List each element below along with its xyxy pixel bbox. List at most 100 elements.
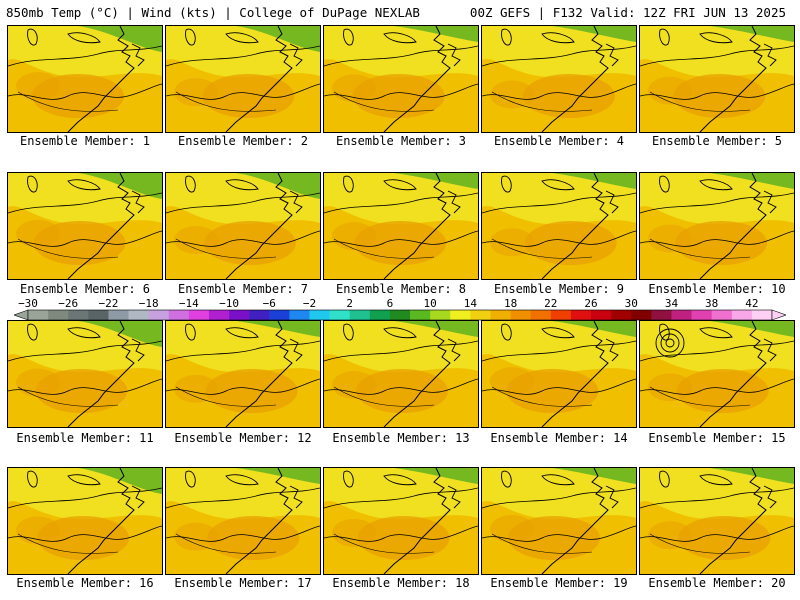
colorbar-swatch [671,310,692,320]
temperature-map [8,173,162,279]
panel-label: Ensemble Member: 8 [335,282,467,296]
colorbar-swatch [229,310,250,320]
panel-label: Ensemble Member: 16 [16,576,154,590]
temperature-map [166,321,320,427]
colorbar-swatch [691,310,712,320]
panel-label: Ensemble Member: 6 [19,282,151,296]
panel-label: Ensemble Member: 2 [177,134,309,148]
ensemble-map-panel [323,320,479,428]
panel-label: Ensemble Member: 1 [19,134,151,148]
colorbar-swatch [591,310,612,320]
colorbar-tick-label: 38 [705,297,719,310]
colorbar-tick-label: −10 [219,297,240,310]
colorbar-swatch [208,310,230,320]
colorbar-swatch [108,310,129,320]
panel-label: Ensemble Member: 7 [177,282,309,296]
colorbar-swatch [731,310,753,320]
ensemble-map-panel [481,467,637,575]
colorbar-tick-label: 42 [745,297,759,310]
ensemble-map-panel [165,25,321,133]
colorbar-swatch [88,310,109,320]
colorbar-swatch [510,310,532,320]
colorbar-tick-label: −2 [302,297,317,310]
ensemble-map-panel [323,467,479,575]
ensemble-map-panel [7,172,163,280]
colorbar-swatch [128,310,149,320]
temperature-map [166,468,320,574]
colorbar-tick-label: −22 [98,297,119,310]
colorbar-swatch [550,310,572,320]
ensemble-map-panel [165,320,321,428]
colorbar-tick-label: −6 [262,297,276,310]
colorbar-swatch [329,310,351,320]
ensemble-map-panel [323,172,479,280]
colorbar-graphic [14,309,786,321]
colorbar-tick-label: −26 [58,297,79,310]
panel-label: Ensemble Member: 17 [174,576,312,590]
ensemble-map-panel [323,25,479,133]
temperature-map [324,173,478,279]
colorbar-swatch [249,310,270,320]
colorbar-swatch [611,310,632,320]
ensemble-map-panel [165,467,321,575]
temperature-map [8,321,162,427]
ensemble-map-panel [639,172,795,280]
temperature-map [482,173,636,279]
temperature-map [482,321,636,427]
ensemble-map-panel [481,172,637,280]
ensemble-map-panel [165,172,321,280]
colorbar-swatch [450,310,471,320]
colorbar-max-arrow [771,309,786,321]
panel-label: Ensemble Member: 20 [648,576,786,590]
panel-label: Ensemble Member: 19 [490,576,628,590]
temperature-map [640,173,794,279]
colorbar-tick-label: 10 [423,297,437,310]
temperature-map [8,26,162,132]
colorbar-swatch [309,310,330,320]
temperature-map [324,321,478,427]
colorbar-swatch [530,310,552,320]
colorbar-swatch [631,310,652,320]
ensemble-map-panel [7,25,163,133]
colorbar-tick-label: 26 [584,297,598,310]
ensemble-map-panel [7,467,163,575]
colorbar-swatch [430,310,451,320]
colorbar-tick-label: −18 [138,297,159,310]
colorbar-swatch [269,310,290,320]
colorbar-swatch [410,310,431,320]
panel-label: Ensemble Member: 15 [648,431,786,445]
colorbar-tick-label: 14 [463,297,477,310]
panel-label: Ensemble Member: 4 [493,134,625,148]
colorbar-tick-label: −30 [18,297,38,310]
ensemble-map-panel [639,25,795,133]
colorbar-swatch [389,310,411,320]
colorbar-swatch [168,310,190,320]
temperature-map [8,468,162,574]
colorbar-swatch [148,310,170,320]
panel-label: Ensemble Member: 5 [651,134,783,148]
colorbar-tick-label: 22 [544,297,558,310]
temperature-map [166,26,320,132]
colorbar-tick-label: 34 [664,297,679,310]
colorbar-swatch [751,310,773,320]
temperature-map [640,468,794,574]
temperature-map [640,26,794,132]
panel-label: Ensemble Member: 10 [648,282,786,296]
colorbar-tick-label: 30 [624,297,638,310]
temperature-map [324,468,478,574]
panel-label: Ensemble Member: 13 [332,431,470,445]
panel-label: Ensemble Member: 12 [174,431,312,445]
colorbar-tick-label: 2 [346,297,354,310]
ensemble-map-panel [481,25,637,133]
temperature-map [166,173,320,279]
temperature-map [640,321,794,427]
colorbar-swatch [490,310,511,320]
ensemble-map-panel [481,320,637,428]
colorbar-swatch [369,310,391,320]
colorbar-swatch [289,310,310,320]
panel-label: Ensemble Member: 14 [490,431,628,445]
colorbar-swatch [711,310,733,320]
temperature-colorbar [14,306,786,324]
ensemble-map-panel [639,320,795,428]
panel-label: Ensemble Member: 9 [493,282,625,296]
